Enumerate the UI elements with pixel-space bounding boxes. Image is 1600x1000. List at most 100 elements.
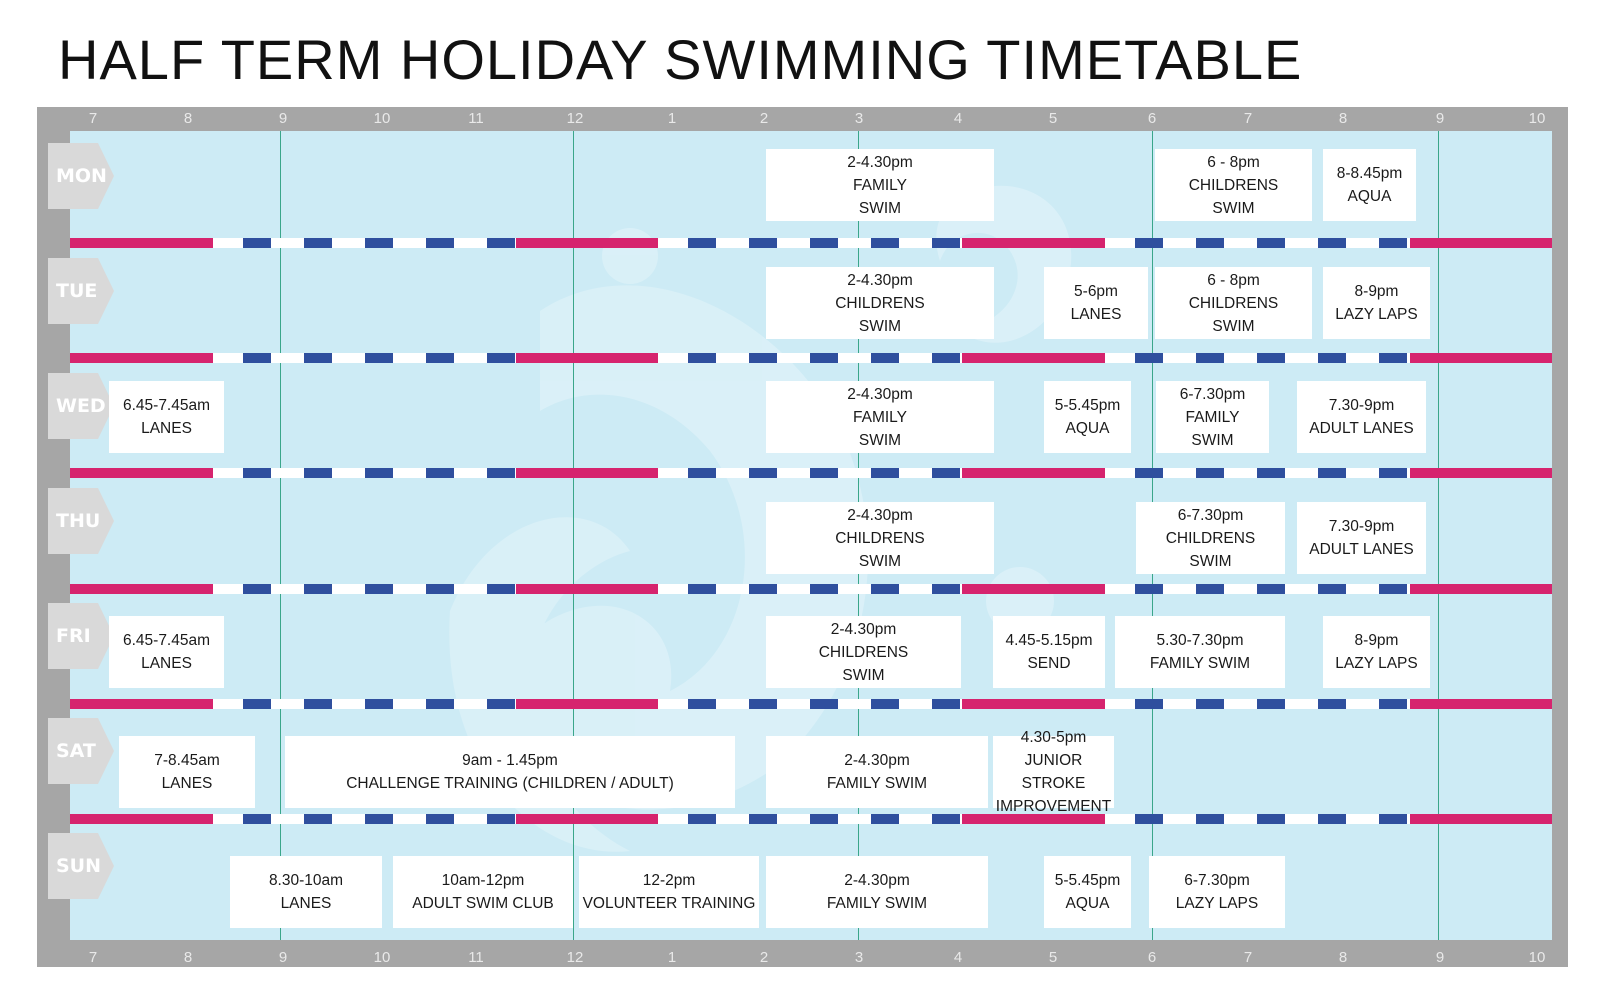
day-label: WED — [56, 395, 106, 417]
lane-rope-blue-float — [426, 699, 454, 709]
lane-rope-blue-float — [749, 468, 777, 478]
session-block: 7.30-9pm ADULT LANES — [1297, 381, 1426, 453]
lane-rope-blue-float — [243, 814, 271, 824]
time-tick-top: 2 — [759, 110, 769, 127]
lane-rope-blue-float — [1257, 238, 1285, 248]
lane-rope-red-segment — [516, 238, 658, 248]
lane-rope-blue-float — [365, 584, 393, 594]
time-tick-bottom: 10 — [1528, 949, 1546, 966]
lane-rope-red-segment — [1410, 584, 1552, 594]
lane-rope-blue-float — [426, 814, 454, 824]
lane-rope-red-segment — [1410, 699, 1552, 709]
day-tag-tue: TUE — [48, 258, 114, 324]
lane-rope-blue-float — [810, 699, 838, 709]
lane-rope-blue-float — [304, 699, 332, 709]
hour-gridline — [1438, 131, 1439, 940]
lane-rope-blue-float — [1379, 584, 1407, 594]
lane-rope-red-segment — [1410, 814, 1552, 824]
session-block: 10am-12pm ADULT SWIM CLUB — [393, 856, 573, 928]
lane-rope-blue-float — [932, 584, 960, 594]
lane-rope-blue-float — [1196, 468, 1224, 478]
lane-rope-blue-float — [871, 238, 899, 248]
session-block: 8.30-10am LANES — [230, 856, 382, 928]
lane-rope-red-segment — [962, 699, 1105, 709]
lane-rope-blue-float — [1196, 814, 1224, 824]
day-tag-sat: SAT — [48, 718, 114, 784]
time-tick-top: 11 — [468, 110, 484, 127]
lane-rope-blue-float — [810, 468, 838, 478]
lane-rope-red-segment — [962, 468, 1105, 478]
lane-rope-blue-float — [871, 584, 899, 594]
lane-rope-blue-float — [1379, 238, 1407, 248]
lane-rope-red-segment — [70, 468, 213, 478]
lane-rope-blue-float — [749, 699, 777, 709]
day-label: SAT — [56, 740, 96, 762]
lane-rope-red-segment — [70, 238, 213, 248]
session-block: 5-5.45pm AQUA — [1044, 381, 1131, 453]
lane-rope-blue-float — [1318, 353, 1346, 363]
lane-rope-blue-float — [810, 584, 838, 594]
day-label: MON — [56, 165, 107, 187]
time-tick-bottom: 7 — [1243, 949, 1253, 966]
time-tick-bottom: 1 — [667, 949, 677, 966]
lane-rope-blue-float — [688, 468, 716, 478]
lane-rope-blue-float — [426, 353, 454, 363]
lane-rope-blue-float — [304, 468, 332, 478]
lane-rope-red-segment — [70, 353, 213, 363]
lane-rope-blue-float — [810, 238, 838, 248]
lane-rope-red-segment — [1410, 238, 1552, 248]
lane-rope-blue-float — [1135, 699, 1163, 709]
day-tag-thu: THU — [48, 488, 114, 554]
session-block: 6.45-7.45am LANES — [109, 616, 224, 688]
lane-rope-blue-float — [304, 353, 332, 363]
lane-rope-blue-float — [1257, 699, 1285, 709]
session-block: 7-8.45am LANES — [119, 736, 255, 808]
lane-rope-blue-float — [1135, 238, 1163, 248]
lane-rope-blue-float — [871, 814, 899, 824]
lane-rope-red-segment — [962, 238, 1105, 248]
time-tick-top: 9 — [278, 110, 288, 127]
lane-rope-red-segment — [516, 584, 658, 594]
time-tick-bottom: 9 — [1435, 949, 1445, 966]
time-tick-top: 1 — [667, 110, 677, 127]
time-tick-top: 6 — [1147, 110, 1157, 127]
lane-rope-blue-float — [243, 584, 271, 594]
lane-rope-blue-float — [1196, 584, 1224, 594]
session-block: 6.45-7.45am LANES — [109, 381, 224, 453]
lane-rope-red-segment — [516, 699, 658, 709]
day-label: TUE — [56, 280, 98, 302]
lane-rope-blue-float — [1257, 584, 1285, 594]
time-tick-bottom: 2 — [759, 949, 769, 966]
time-tick-bottom: 12 — [566, 949, 584, 966]
time-tick-bottom: 7 — [88, 949, 98, 966]
lane-rope-blue-float — [365, 699, 393, 709]
lane-rope-blue-float — [932, 353, 960, 363]
lane-rope-blue-float — [688, 584, 716, 594]
time-tick-bottom: 5 — [1048, 949, 1058, 966]
lane-rope-blue-float — [1135, 584, 1163, 594]
lane-rope-blue-float — [1135, 468, 1163, 478]
lane-rope-blue-float — [1257, 814, 1285, 824]
lane-rope-red-segment — [516, 353, 658, 363]
lane-rope-red-segment — [962, 584, 1105, 594]
time-tick-top: 8 — [1338, 110, 1348, 127]
session-block: 2-4.30pm FAMILY SWIM — [766, 856, 988, 928]
time-tick-top: 4 — [953, 110, 963, 127]
day-tag-fri: FRI — [48, 603, 114, 669]
lane-rope-blue-float — [932, 814, 960, 824]
lane-rope-blue-float — [688, 814, 716, 824]
session-block: 5-6pm LANES — [1044, 267, 1148, 339]
lane-rope-red-segment — [962, 814, 1105, 824]
lane-rope-blue-float — [1318, 699, 1346, 709]
time-tick-bottom: 8 — [183, 949, 193, 966]
time-tick-top: 5 — [1048, 110, 1058, 127]
time-tick-bottom: 6 — [1147, 949, 1157, 966]
session-block: 5-5.45pm AQUA — [1044, 856, 1131, 928]
lane-rope-blue-float — [871, 699, 899, 709]
lane-rope-blue-float — [487, 584, 515, 594]
time-tick-top: 3 — [854, 110, 864, 127]
session-block: 8-9pm LAZY LAPS — [1323, 616, 1430, 688]
lane-rope-blue-float — [304, 584, 332, 594]
time-tick-top: 10 — [373, 110, 391, 127]
session-block: 9am - 1.45pm CHALLENGE TRAINING (CHILDRE… — [285, 736, 735, 808]
